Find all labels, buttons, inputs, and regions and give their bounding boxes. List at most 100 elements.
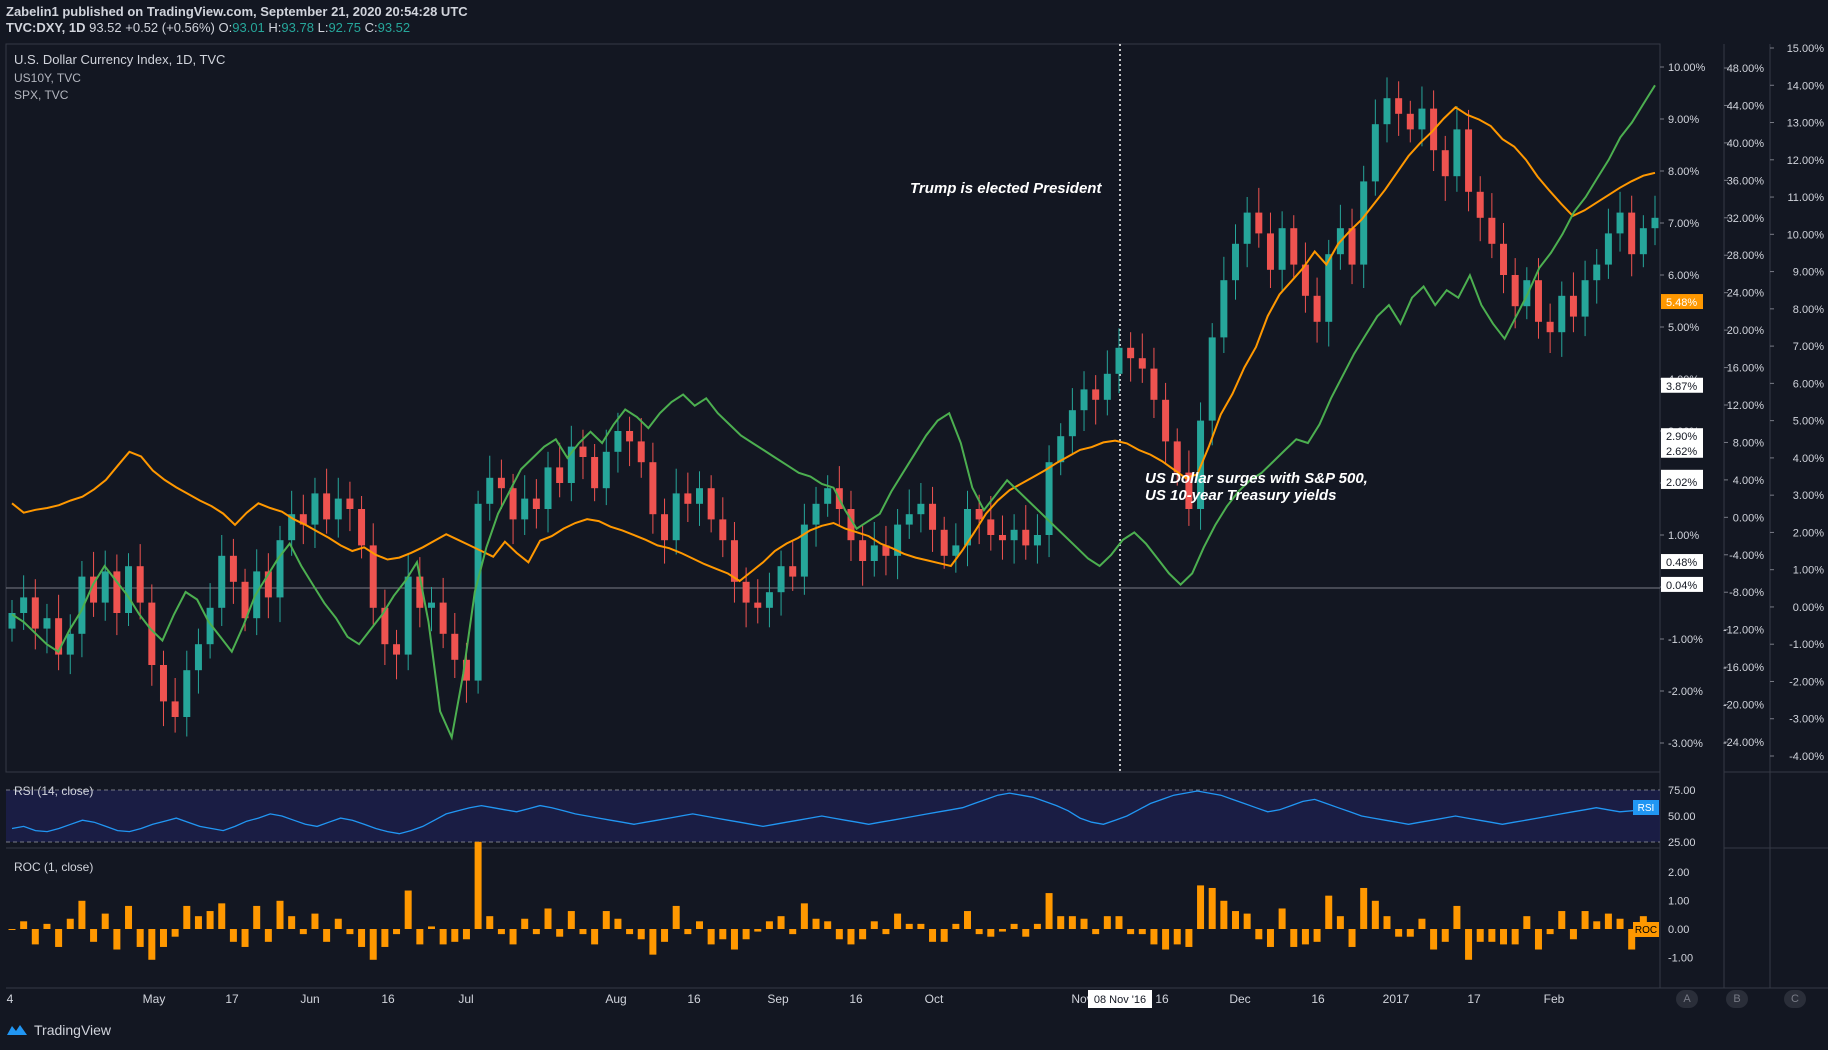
roc-bar xyxy=(707,929,715,945)
yield-axis-label: 40.00% xyxy=(1727,138,1765,150)
spx-axis-label: 15.00% xyxy=(1787,43,1825,55)
spx-axis-label: -2.00% xyxy=(1789,676,1824,688)
dxy-candle xyxy=(148,602,156,665)
dxy-candle xyxy=(264,571,272,598)
dxy-candle xyxy=(183,670,191,717)
roc-bar xyxy=(1371,900,1379,929)
roc-bar xyxy=(20,921,28,929)
dxy-candle xyxy=(1639,228,1647,255)
dxy-candle xyxy=(789,566,797,577)
roc-bar xyxy=(427,926,435,929)
price-tag-label: 0.48% xyxy=(1666,557,1697,569)
dxy-candle xyxy=(567,446,575,483)
dxy-candle xyxy=(1453,129,1461,177)
dxy-candle xyxy=(824,488,832,504)
dxy-candle xyxy=(1138,358,1146,369)
dxy-candle xyxy=(474,503,482,681)
roc-bar xyxy=(323,929,331,942)
dxy-candle xyxy=(870,545,878,561)
roc-bar xyxy=(579,929,587,935)
yield-axis-label: 44.00% xyxy=(1727,100,1765,112)
scale-percent-button[interactable]: C xyxy=(1784,990,1806,1008)
dxy-candle xyxy=(1301,264,1309,296)
roc-bar xyxy=(43,923,51,929)
dxy-candle xyxy=(1348,228,1356,265)
roc-axis-label: 0.00 xyxy=(1668,924,1689,936)
rsi-axis-label: 50.00 xyxy=(1668,811,1696,823)
yield-axis-label: 36.00% xyxy=(1727,175,1765,187)
dxy-candle xyxy=(521,498,529,520)
rsi-tag xyxy=(1633,800,1659,815)
scale-auto-button[interactable]: A xyxy=(1676,990,1698,1008)
roc-bar xyxy=(1255,929,1263,940)
dxy-candle xyxy=(206,607,214,645)
roc-bar xyxy=(1465,929,1473,960)
roc-bar xyxy=(264,929,272,942)
time-axis-label: 16 xyxy=(1311,992,1325,1006)
roc-bar xyxy=(1220,900,1228,929)
yield-axis-label: 16.00% xyxy=(1727,363,1765,375)
spx-axis-label: 5.00% xyxy=(1793,416,1824,428)
dxy-candle xyxy=(1033,535,1041,546)
dxy-candle xyxy=(486,477,494,504)
roc-bar xyxy=(1010,923,1018,929)
roc-bar xyxy=(439,929,447,945)
roc-bar xyxy=(1628,929,1636,950)
roc-bar xyxy=(742,929,750,940)
roc-axis-label: -1.00 xyxy=(1668,953,1693,965)
roc-bar xyxy=(684,929,692,935)
dxy-candle xyxy=(1185,472,1193,509)
dxy-candle xyxy=(1045,462,1053,535)
roc-bar xyxy=(486,916,494,929)
dxy-candle xyxy=(1616,212,1624,234)
dxy-candle xyxy=(1173,441,1181,473)
roc-bar xyxy=(1173,929,1181,945)
time-axis-label: 16 xyxy=(1155,992,1169,1006)
price-tag-box xyxy=(1661,377,1703,393)
roc-bar xyxy=(462,929,470,940)
dxy-candle xyxy=(1441,150,1449,177)
yield-axis-label: -16.00% xyxy=(1723,662,1764,674)
roc-bars xyxy=(8,841,1659,960)
dxy-candle xyxy=(439,602,447,634)
time-axis-label: Aug xyxy=(605,992,626,1006)
roc-bar xyxy=(835,929,843,940)
symbol-label: TVC:DXY, 1D xyxy=(6,20,86,35)
roc-bar xyxy=(1534,929,1542,950)
us10y-series-line xyxy=(11,106,1656,583)
dxy-candle xyxy=(894,524,902,556)
rsi-axis-label: 25.00 xyxy=(1668,837,1696,849)
dxy-candle xyxy=(1360,181,1368,265)
yield-axis-label: 4.00% xyxy=(1733,475,1764,487)
roc-bar xyxy=(719,929,727,940)
dxy-candle xyxy=(1395,98,1403,114)
dxy-axis-label: 5.00% xyxy=(1668,322,1699,334)
tradingview-brand[interactable]: TradingView xyxy=(6,1022,111,1038)
roc-bar xyxy=(1127,929,1135,935)
rsi-band xyxy=(6,790,1660,842)
panel-frame xyxy=(5,43,1828,989)
dxy-candle xyxy=(55,618,63,655)
dxy-candle xyxy=(1523,280,1531,307)
price-tag-label: 5.48% xyxy=(1666,297,1697,309)
time-axis-label: 17 xyxy=(1467,992,1481,1006)
roc-bar xyxy=(1546,929,1554,935)
roc-bar xyxy=(777,916,785,929)
roc-bar xyxy=(159,929,167,947)
roc-tag-label: ROC xyxy=(1635,925,1657,936)
roc-bar xyxy=(101,913,109,929)
dxy-candle xyxy=(952,545,960,556)
dxy-candle xyxy=(1220,280,1228,338)
dxy-candle xyxy=(684,493,692,504)
scale-log-button[interactable]: B xyxy=(1726,990,1748,1008)
dxy-candle xyxy=(1488,217,1496,244)
roc-bar xyxy=(381,929,389,947)
roc-bar xyxy=(1290,929,1298,947)
dxy-candle xyxy=(672,493,680,541)
dxy-candle xyxy=(404,576,412,655)
roc-bar xyxy=(567,911,575,929)
dxy-candle xyxy=(800,524,808,577)
dxy-axis-label: 1.00% xyxy=(1668,530,1699,542)
dxy-candle xyxy=(661,514,669,541)
